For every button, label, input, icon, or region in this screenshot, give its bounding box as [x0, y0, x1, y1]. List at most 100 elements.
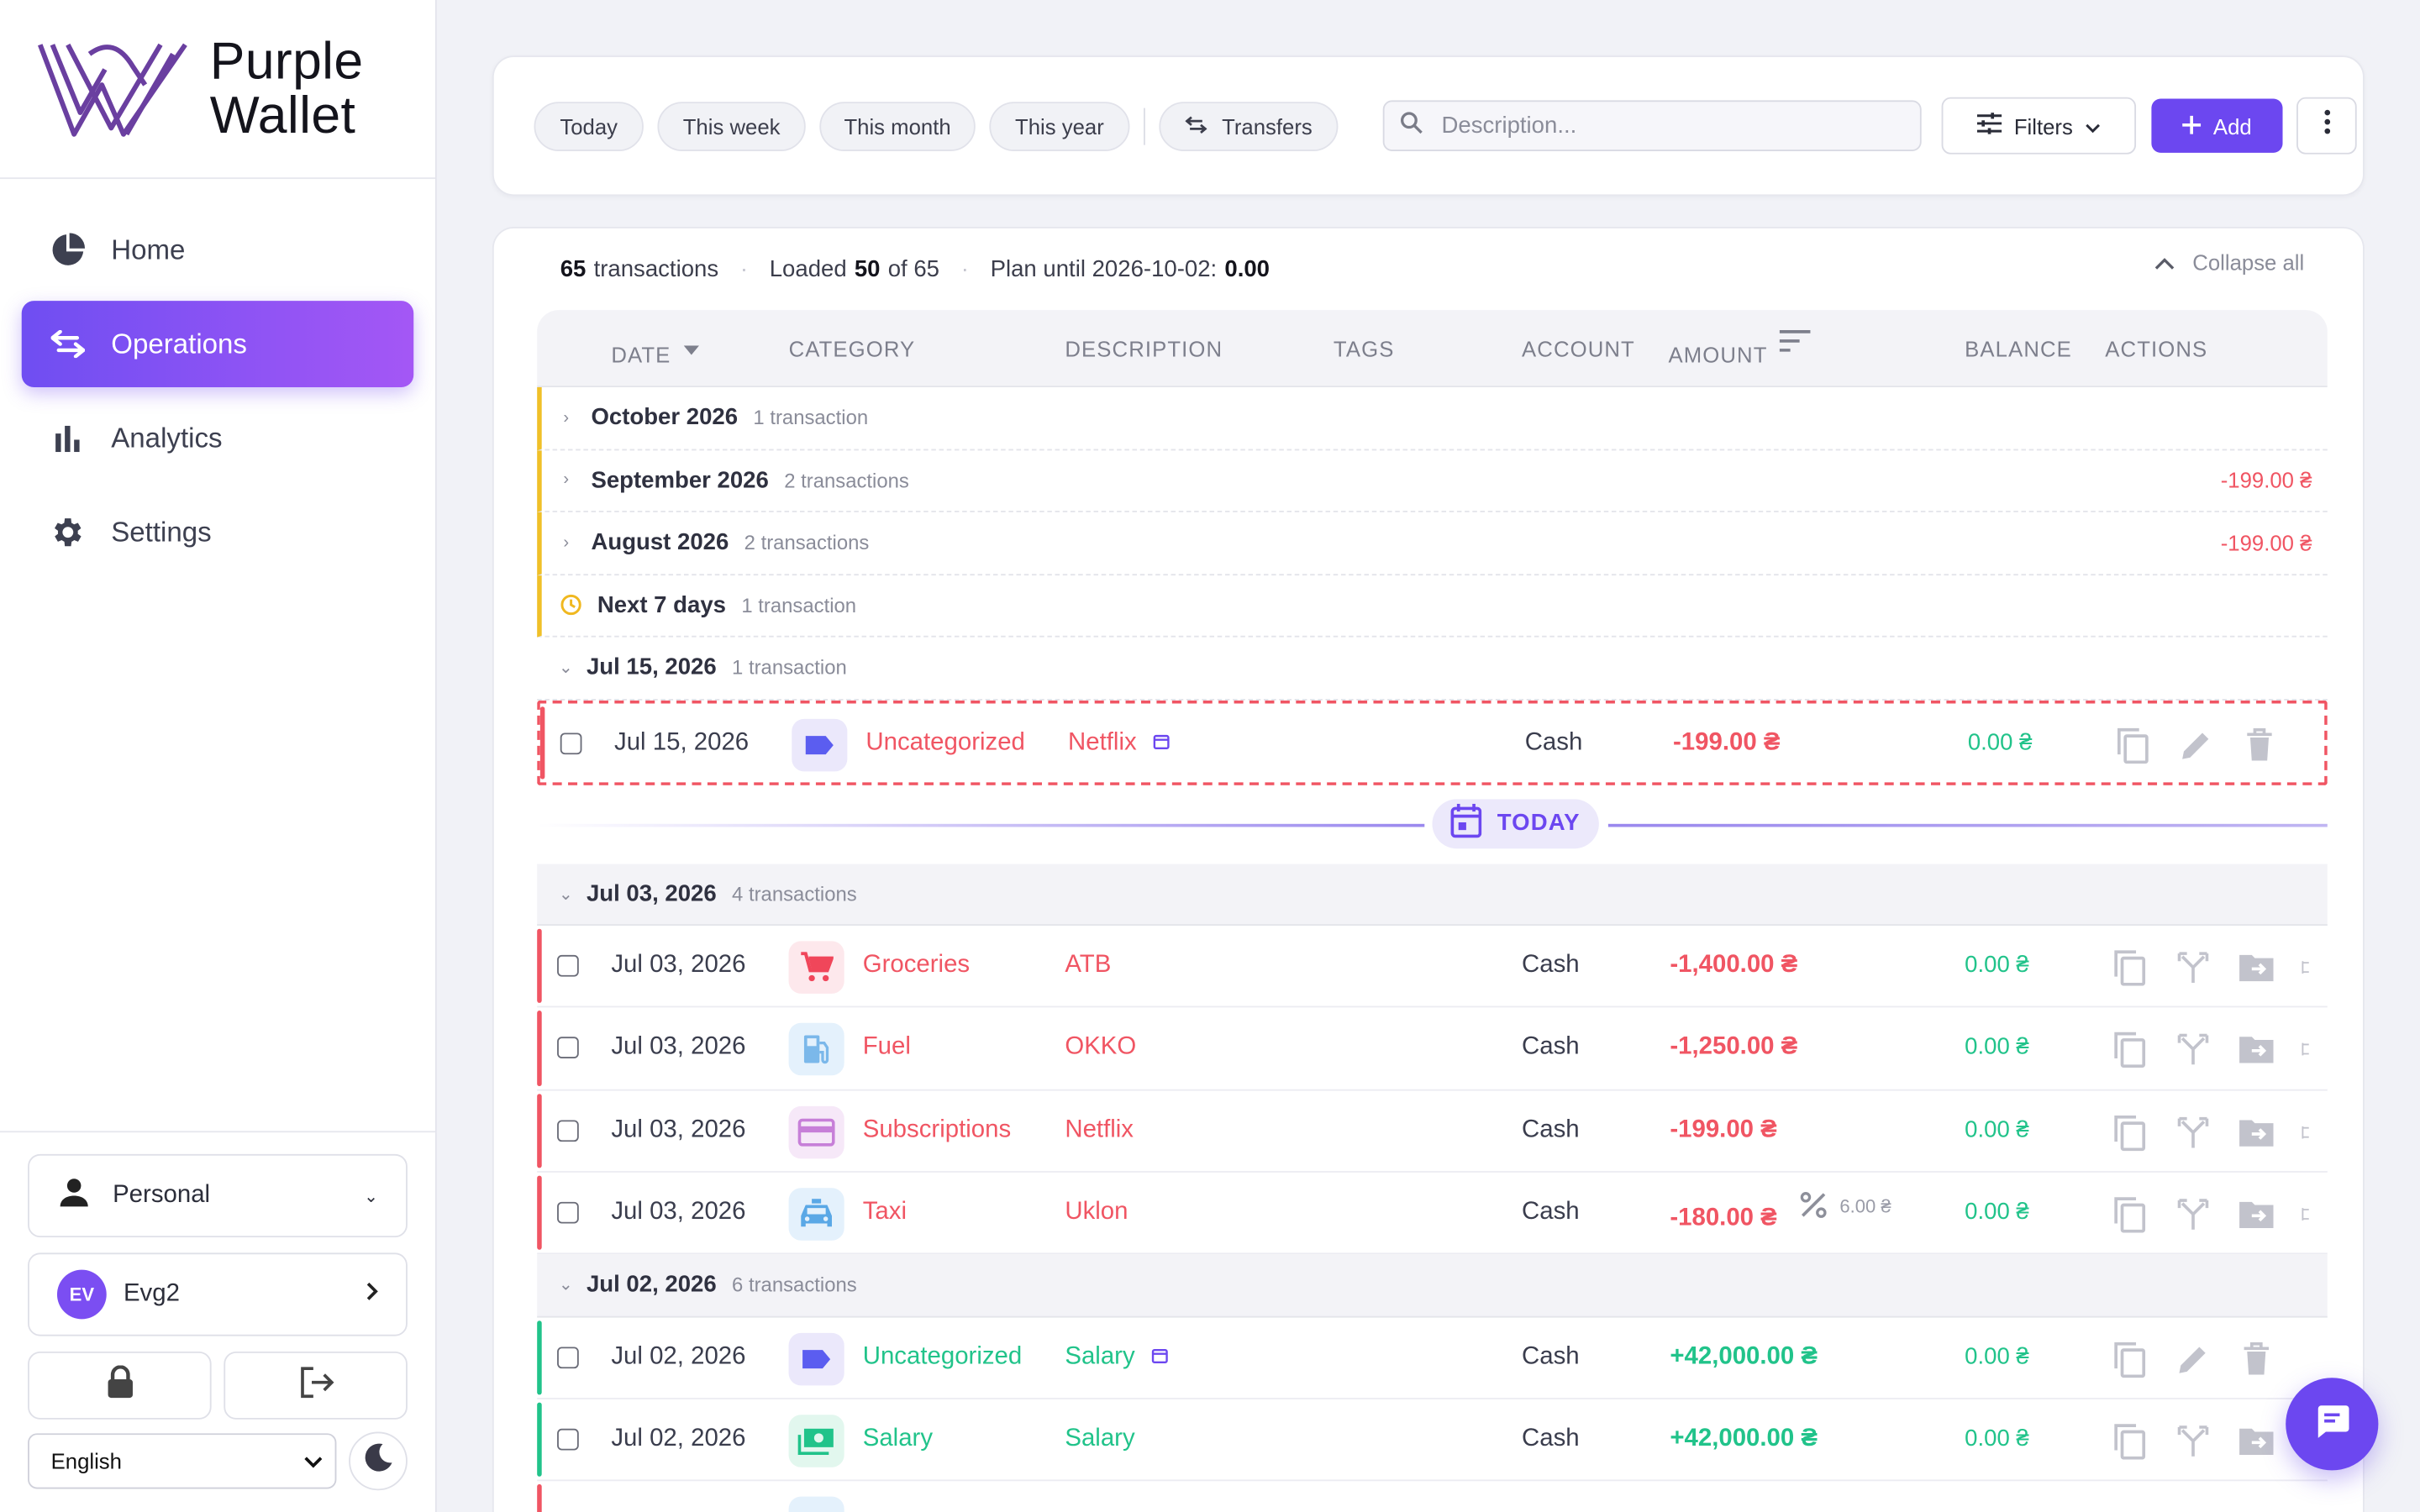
- add-button[interactable]: Add: [2151, 98, 2283, 153]
- filters-label: Filters: [2013, 113, 2073, 139]
- edit-icon[interactable]: [2175, 1339, 2212, 1379]
- avatar: EV: [56, 1269, 107, 1320]
- preset-this-month-button[interactable]: This month: [819, 101, 976, 151]
- group-row-jul-02-2026[interactable]: ⌄ Jul 02, 2026 6 transactions: [537, 1254, 2328, 1317]
- move-to-folder-icon[interactable]: [2238, 1112, 2275, 1152]
- logout-button[interactable]: [224, 1351, 408, 1420]
- convert-icon[interactable]: [2302, 1030, 2317, 1070]
- table-row[interactable]: Jul 15, 2026 Uncategorized Netflix Cash …: [537, 699, 2328, 785]
- split-icon[interactable]: [2175, 1030, 2212, 1070]
- split-icon[interactable]: [2175, 1194, 2212, 1234]
- convert-icon[interactable]: [2302, 948, 2317, 988]
- group-count: 2 transactions: [744, 531, 870, 554]
- workspace-selector[interactable]: Personal ⌄: [28, 1153, 408, 1238]
- copy-icon[interactable]: [2112, 1194, 2149, 1234]
- table-row[interactable]: Jul 02, 2026 Uncategorized Salary Cash +…: [537, 1317, 2328, 1399]
- move-to-folder-icon[interactable]: [2238, 948, 2275, 988]
- nav-item-analytics[interactable]: Analytics: [22, 395, 414, 481]
- group-total: -199.00 ₴: [2220, 467, 2312, 493]
- convert-icon[interactable]: [2302, 1112, 2317, 1152]
- split-icon[interactable]: [2175, 1112, 2212, 1152]
- trash-icon[interactable]: [2241, 724, 2278, 764]
- move-to-folder-icon[interactable]: [2238, 1194, 2275, 1234]
- tx-category[interactable]: Groceries: [862, 952, 971, 979]
- tx-category[interactable]: Salary: [862, 1425, 934, 1452]
- tx-balance: 0.00 ₴: [1965, 1343, 2029, 1370]
- row-checkbox[interactable]: [557, 954, 579, 977]
- group-title: Jul 15, 2026: [586, 654, 717, 681]
- group-row-next-7-days[interactable]: Next 7 days 1 transaction: [537, 575, 2328, 638]
- copy-icon[interactable]: [2112, 1421, 2149, 1462]
- tx-category[interactable]: Fuel: [862, 1034, 911, 1061]
- row-checkbox[interactable]: [557, 1428, 579, 1451]
- preset-this-year-button[interactable]: This year: [989, 101, 1130, 151]
- table-row[interactable]: [537, 1482, 2328, 1512]
- column-tags[interactable]: TAGS: [1333, 336, 1395, 361]
- tx-category[interactable]: Taxi: [862, 1198, 907, 1226]
- group-row-jul-03-2026[interactable]: ⌄ Jul 03, 2026 4 transactions: [537, 863, 2328, 927]
- split-icon[interactable]: [2175, 948, 2212, 988]
- row-checkbox[interactable]: [557, 1346, 579, 1368]
- filters-button[interactable]: Filters: [1941, 97, 2137, 155]
- nav-item-settings[interactable]: Settings: [22, 489, 414, 575]
- nav-item-operations[interactable]: Operations: [21, 301, 414, 388]
- column-date[interactable]: DATE: [611, 343, 699, 367]
- taxi-icon: [788, 1188, 844, 1241]
- group-row-jul-15-2026[interactable]: ⌄ Jul 15, 2026 1 transaction: [537, 638, 2328, 700]
- column-description[interactable]: DESCRIPTION: [1065, 336, 1223, 361]
- chat-button[interactable]: [2286, 1378, 2379, 1471]
- convert-icon[interactable]: [2302, 1194, 2317, 1234]
- table-row[interactable]: Jul 02, 2026 Salary Salary Cash +42,000.…: [537, 1399, 2328, 1482]
- column-category[interactable]: CATEGORY: [788, 336, 916, 361]
- table-row[interactable]: Jul 03, 2026 Taxi Uklon Cash -180.00 ₴ 6…: [537, 1173, 2328, 1255]
- copy-icon[interactable]: [2112, 1339, 2149, 1379]
- column-amount[interactable]: AMOUNT: [1669, 329, 1811, 367]
- table-row[interactable]: Jul 03, 2026 Groceries ATB Cash -1,400.0…: [537, 926, 2328, 1008]
- copy-icon[interactable]: [2112, 948, 2149, 988]
- move-to-folder-icon[interactable]: [2238, 1421, 2275, 1462]
- search-input[interactable]: Description...: [1382, 100, 1922, 151]
- tx-category[interactable]: Uncategorized: [865, 728, 1025, 756]
- row-checkbox[interactable]: [557, 1037, 579, 1059]
- theme-toggle-button[interactable]: [349, 1431, 408, 1491]
- copy-icon[interactable]: [2112, 1030, 2149, 1070]
- table-row[interactable]: Jul 03, 2026 Subscriptions Netflix Cash …: [537, 1090, 2328, 1173]
- copy-icon[interactable]: [2114, 724, 2151, 764]
- more-options-button[interactable]: [2296, 97, 2357, 155]
- row-checkbox[interactable]: [557, 1119, 579, 1142]
- group-row-august-2026[interactable]: › August 2026 2 transactions -199.00 ₴: [537, 512, 2328, 575]
- transactions-summary: 65 transactions · Loaded 50 of 65 · Plan…: [560, 255, 1270, 283]
- preset-today-button[interactable]: Today: [534, 101, 644, 151]
- chevron-right-icon: ›: [563, 408, 570, 428]
- row-checkbox[interactable]: [557, 1201, 579, 1224]
- tx-date: Jul 02, 2026: [611, 1343, 746, 1370]
- today-line-left: [537, 822, 1425, 827]
- preset-this-week-button[interactable]: This week: [657, 101, 806, 151]
- column-account[interactable]: ACCOUNT: [1522, 336, 1635, 361]
- lock-button[interactable]: [28, 1351, 212, 1420]
- table-row[interactable]: Jul 03, 2026 Fuel OKKO Cash -1,250.00 ₴ …: [537, 1008, 2328, 1090]
- sort-lines-icon: [1780, 329, 1811, 355]
- tx-category[interactable]: Uncategorized: [862, 1343, 1023, 1370]
- group-count: 2 transactions: [784, 468, 909, 492]
- language-select[interactable]: English: [28, 1433, 337, 1489]
- row-type-marker: [537, 928, 542, 1004]
- trash-icon[interactable]: [2238, 1339, 2275, 1379]
- move-to-folder-icon[interactable]: [2238, 1030, 2275, 1070]
- edit-icon[interactable]: [2178, 724, 2215, 764]
- group-row-september-2026[interactable]: › September 2026 2 transactions -199.00 …: [537, 449, 2328, 512]
- transfers-toggle-button[interactable]: Transfers: [1159, 101, 1339, 151]
- column-balance[interactable]: BALANCE: [1965, 336, 2072, 361]
- user-profile[interactable]: EV Evg2: [28, 1252, 408, 1336]
- brand[interactable]: Purple Wallet: [0, 0, 435, 180]
- nav-item-home[interactable]: Home: [22, 207, 414, 293]
- row-actions: [2112, 1421, 2275, 1462]
- group-total: -199.00 ₴: [2220, 530, 2312, 555]
- row-checkbox[interactable]: [560, 732, 582, 754]
- copy-icon[interactable]: [2112, 1112, 2149, 1152]
- split-icon[interactable]: [2175, 1421, 2212, 1462]
- group-row-october-2026[interactable]: › October 2026 1 transaction: [537, 387, 2328, 450]
- person-icon: [57, 1175, 91, 1217]
- tx-category[interactable]: Subscriptions: [862, 1116, 1012, 1143]
- collapse-all-button[interactable]: Collapse all: [2154, 250, 2304, 275]
